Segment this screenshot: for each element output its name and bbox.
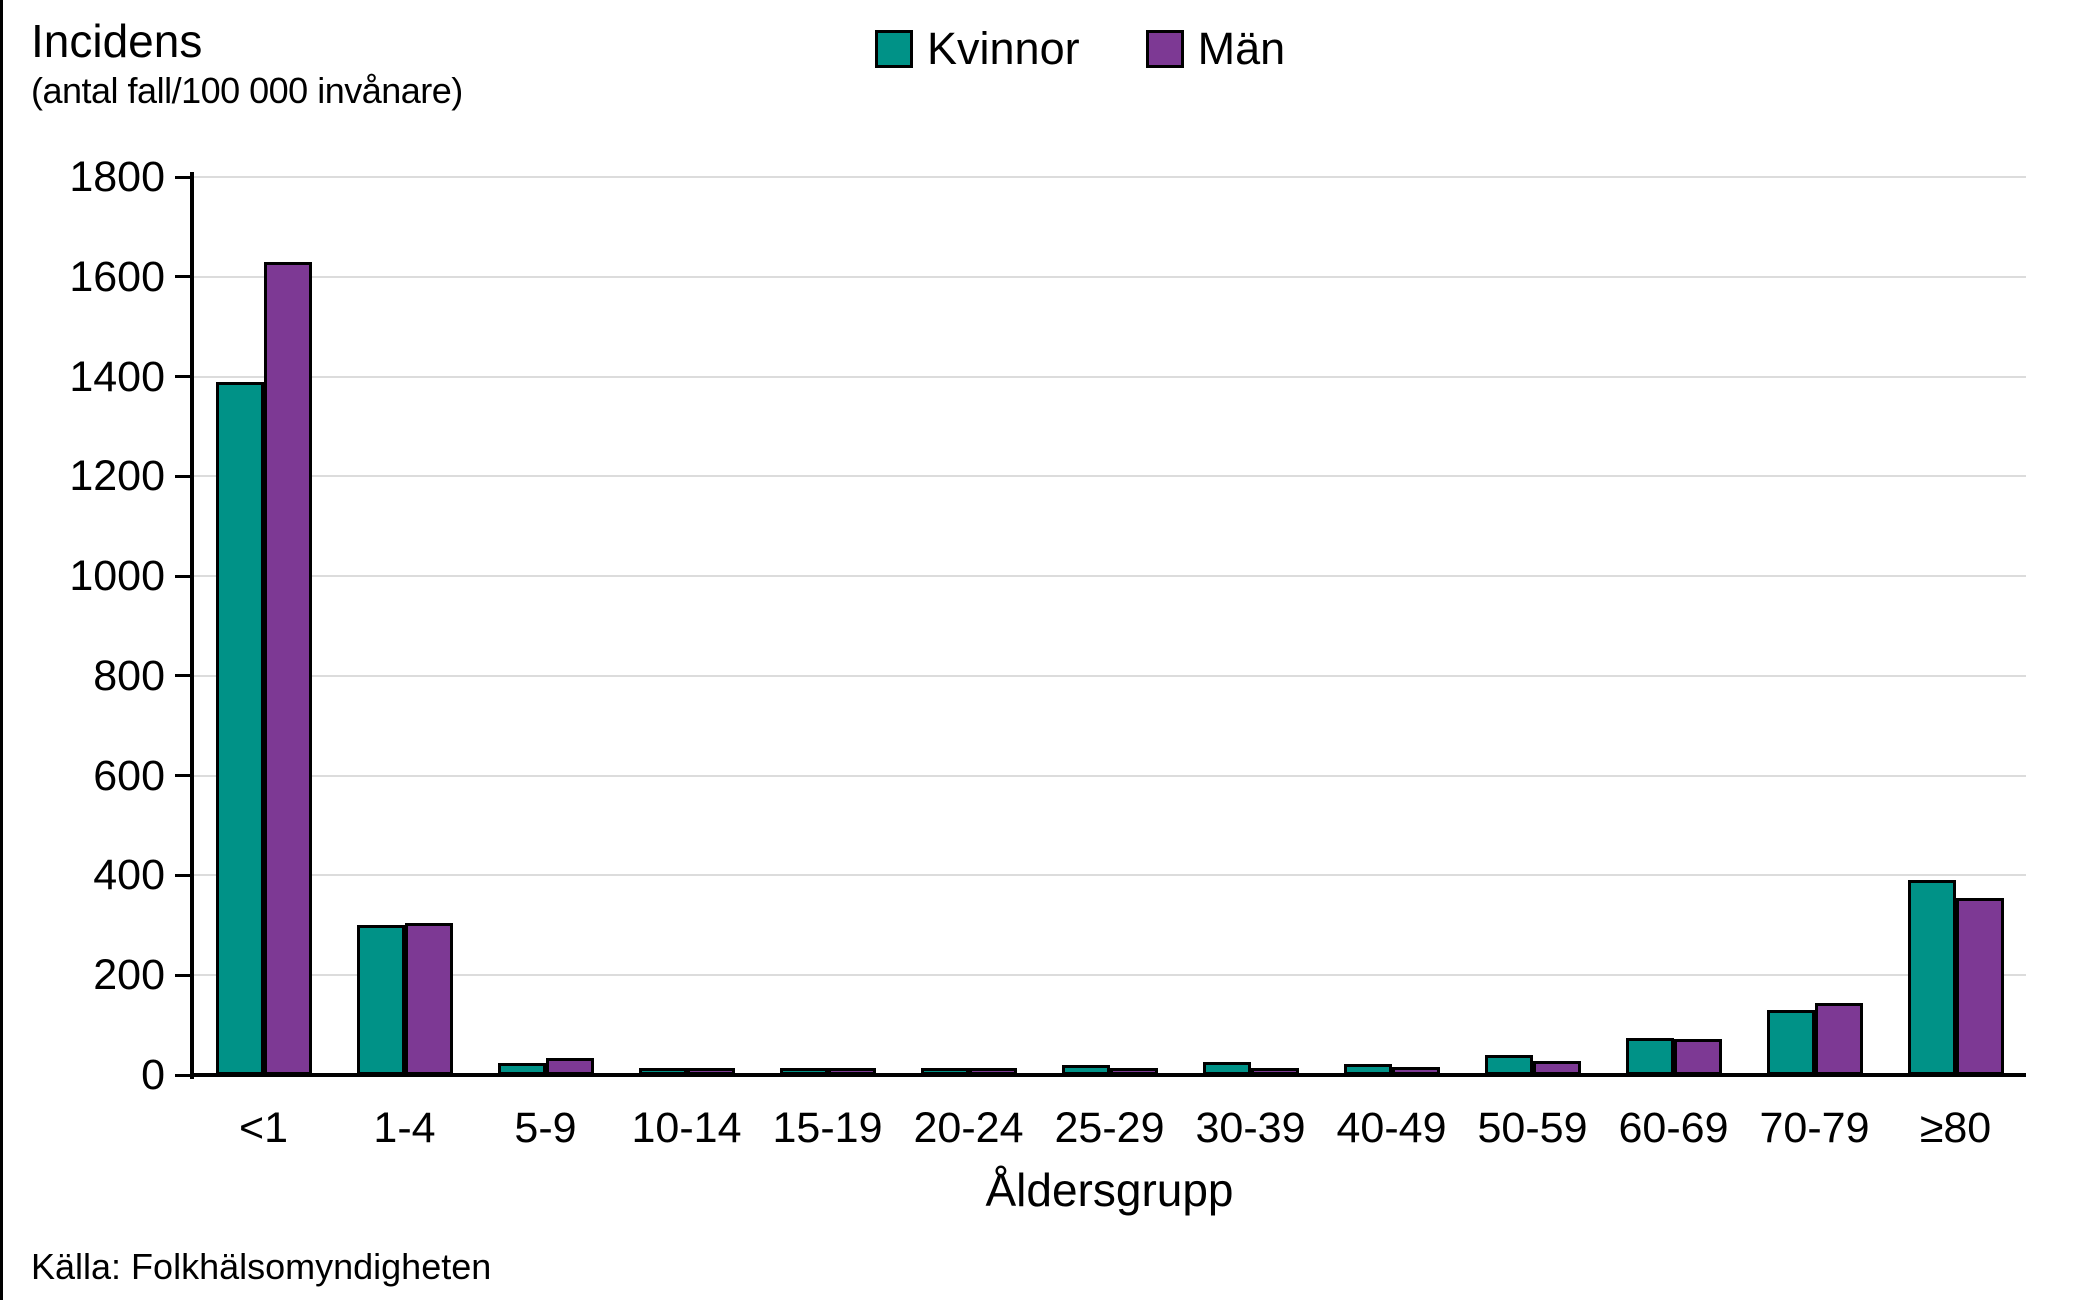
y-tick-label-1800: 1800	[69, 153, 165, 201]
x-label-10-14: 10-14	[631, 1104, 742, 1152]
y-tick-400	[175, 873, 191, 877]
bar-kvinnor-<1	[215, 381, 264, 1075]
y-tick-1200	[175, 474, 191, 478]
legend-label-kvinnor: Kvinnor	[927, 23, 1080, 74]
x-label-1-4: 1-4	[373, 1104, 436, 1152]
gridline-1200	[193, 475, 2026, 478]
y-tick-0	[175, 1073, 191, 1077]
x-label-5-9: 5-9	[514, 1104, 577, 1152]
x-label-15-19: 15-19	[772, 1104, 883, 1152]
bar-kvinnor-1-4	[356, 925, 405, 1075]
bar-kvinnor-≥80	[1907, 880, 1956, 1075]
x-label-40-49: 40-49	[1336, 1104, 1447, 1152]
x-label-≥80: ≥80	[1919, 1104, 1992, 1152]
x-label-25-29: 25-29	[1054, 1104, 1165, 1152]
bar-män-≥80	[1955, 897, 2004, 1075]
plot-area: <1 1-4 5-9 10-14 15-19 20-24 25-29 30-39 40-49 50…	[3, 0, 2080, 1300]
y-tick-1400	[175, 375, 191, 379]
x-label-30-39: 30-39	[1195, 1104, 1306, 1152]
bar-kvinnor-60-69	[1625, 1037, 1674, 1075]
chart-title: Incidens	[31, 15, 203, 67]
x-label-<1: <1	[238, 1104, 289, 1152]
y-tick-1000	[175, 574, 191, 578]
y-tick-label-0: 0	[141, 1051, 165, 1099]
legend-item-kvinnor: Kvinnor	[875, 24, 1080, 74]
legend-label-man: Män	[1197, 23, 1286, 74]
y-tick-label-200: 200	[93, 951, 165, 1000]
y-tick-label-1400: 1400	[69, 352, 165, 401]
gridline-1400	[193, 375, 2026, 378]
gridline-800	[193, 674, 2026, 677]
bar-män-<1	[263, 261, 312, 1075]
x-axis-line	[190, 1073, 2026, 1077]
man-swatch-icon	[1145, 30, 1184, 68]
gridline-1000	[193, 575, 2026, 578]
y-tick-label-1000: 1000	[69, 552, 165, 601]
y-axis-line	[190, 172, 194, 1079]
y-tick-800	[175, 674, 191, 678]
chart-subtitle: (antal fall/100 000 invånare)	[31, 70, 463, 111]
bar-kvinnor-50-59	[1484, 1055, 1533, 1075]
bar-män-1-4	[404, 922, 453, 1075]
y-tick-200	[175, 973, 191, 977]
x-axis-title: Åldersgrupp	[985, 1164, 1234, 1216]
bar-män-70-79	[1814, 1002, 1863, 1075]
legend-item-man: Män	[1145, 23, 1286, 74]
y-tick-label-800: 800	[93, 651, 165, 700]
y-tick-600	[175, 774, 191, 778]
x-label-50-59: 50-59	[1477, 1104, 1588, 1152]
x-label-20-24: 20-24	[913, 1104, 1024, 1152]
y-tick-1800	[175, 175, 191, 179]
y-tick-label-400: 400	[93, 851, 165, 900]
y-tick-label-1600: 1600	[69, 252, 165, 301]
bar-kvinnor-70-79	[1766, 1010, 1815, 1075]
x-label-60-69: 60-69	[1618, 1104, 1729, 1152]
legend: Kvinnor Män	[875, 24, 1285, 74]
gridline-400	[193, 874, 2026, 877]
kvinnor-swatch-icon	[875, 30, 913, 68]
title-block: Incidens (antal fall/100 000 invånare)	[31, 14, 463, 114]
gridline-1800	[193, 176, 2026, 178]
gridline-600	[193, 774, 2026, 777]
y-tick-1600	[175, 275, 191, 279]
y-tick-label-1200: 1200	[69, 452, 165, 501]
gridline-1600	[193, 275, 2026, 278]
y-tick-label-600: 600	[93, 751, 165, 800]
source-note: Källa: Folkhälsomyndigheten	[31, 1246, 492, 1287]
x-label-70-79: 70-79	[1759, 1104, 1870, 1152]
bar-män-60-69	[1673, 1039, 1722, 1075]
gridline-200	[193, 974, 2026, 977]
